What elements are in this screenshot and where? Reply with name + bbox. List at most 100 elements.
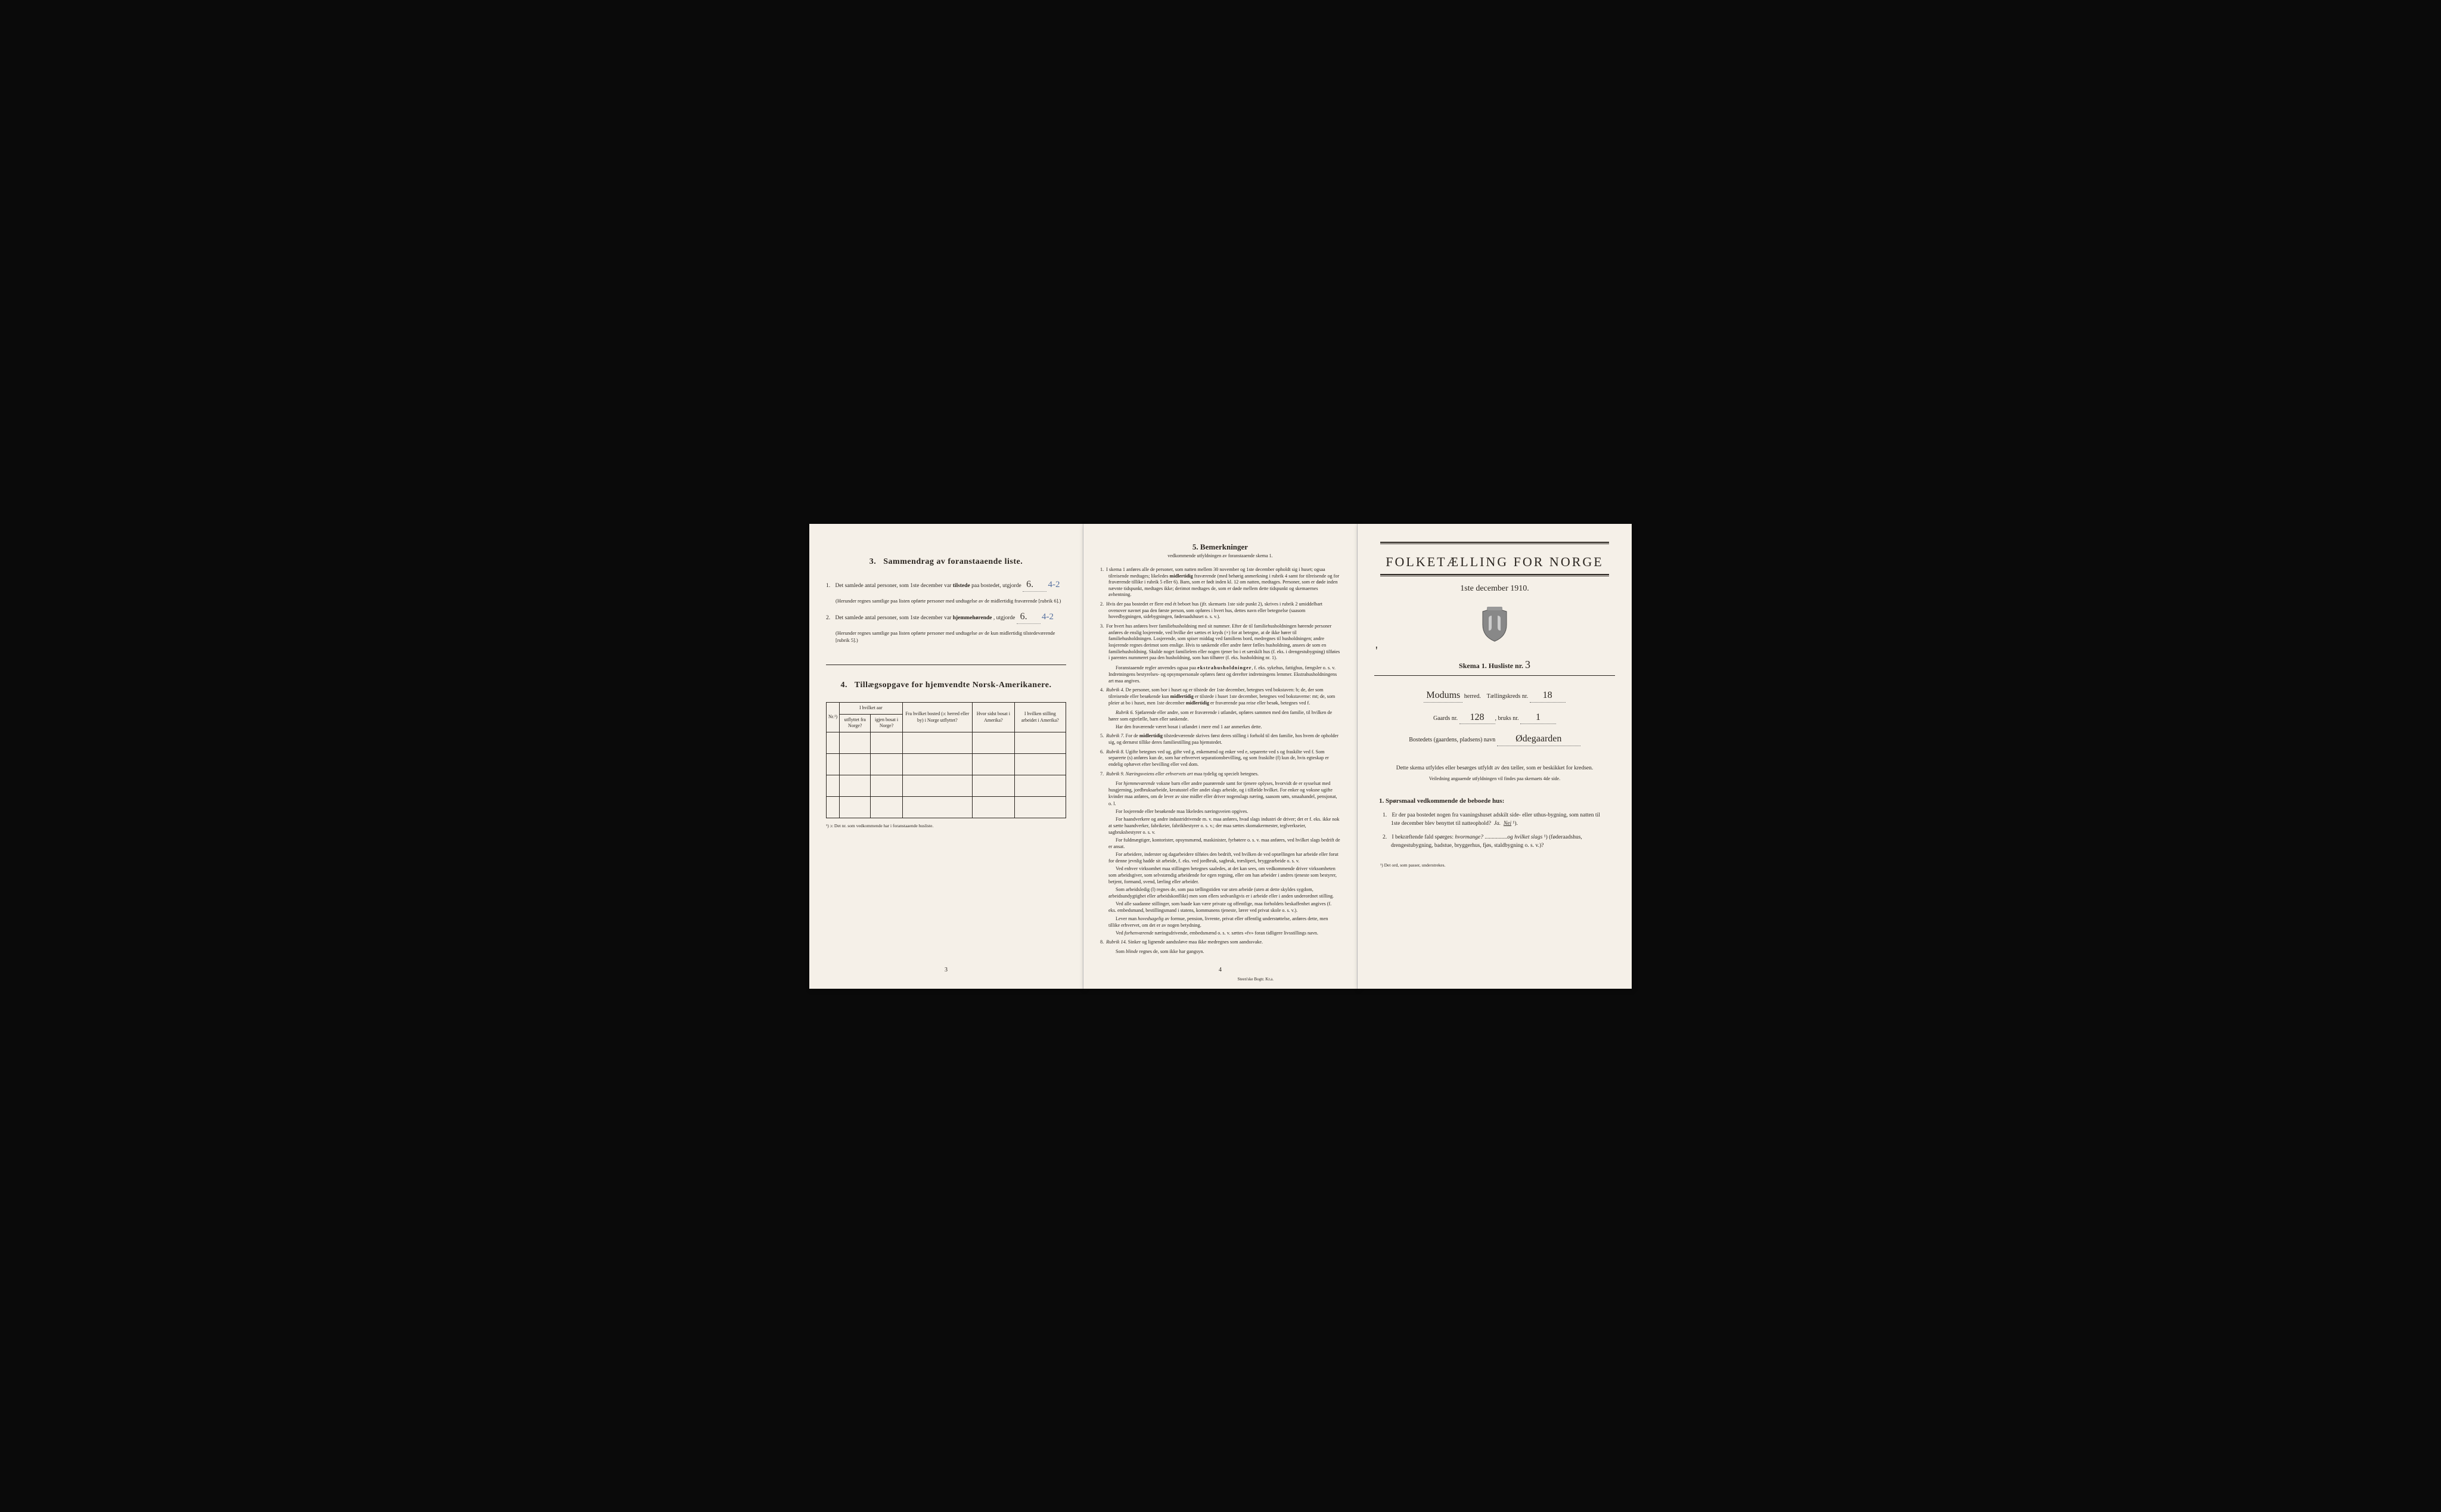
remark-item: 3.For hvert hus anføres hver familiehush… [1100,623,1340,662]
th-aar2: igjen bosat i Norge? [871,714,902,732]
table-row [827,775,1066,797]
skema-line: Skema 1. Husliste nr. 3 [1374,657,1615,676]
remark-item: Rubrik 6. Sjøfarende eller andre, som er… [1100,709,1340,722]
title-rule-bottom [1380,574,1609,576]
item1-note: (Herunder regnes samtlige paa listen opf… [826,598,1066,604]
printer-mark: Steen'ske Bogtr. Kr.a. [1237,977,1274,982]
item2-text-c: , utgjorde [993,615,1015,621]
herred-value: Modums [1424,689,1462,703]
section-4-title: 4. Tillægsopgave for hjemvendte Norsk-Am… [826,680,1066,691]
remark-item: For hjemmeværende voksne barn eller andr… [1100,780,1340,806]
title-rule-top [1380,542,1609,544]
th-aar1: utflyttet fra Norge? [840,714,871,732]
item1-num: 1. [826,583,830,589]
th-nr: Nr.¹) [827,702,840,732]
question-1: 1. Er der paa bostedet nogen fra vaaning… [1391,812,1608,828]
page-number-4: 4 [1083,966,1357,974]
remarks-num: 5. [1192,542,1198,551]
table-row [827,797,1066,818]
kreds-label: Tællingskreds nr. [1487,693,1528,700]
remark-item: For haandverkere og andre industridriven… [1100,816,1340,836]
q1-sup: ¹). [1513,821,1517,827]
item2-blue: 4-2 [1042,612,1054,622]
item2-bold: hjemmehørende [953,615,992,621]
question-2: 2. I bekræftende fald spørges: hvormange… [1391,834,1608,850]
remark-item: 6.Rubrik 8. Ugifte betegnes ved ug, gift… [1100,749,1340,768]
q2-text-a: I bekræftende fald spørges: [1392,834,1454,840]
q1-num: 1. [1383,812,1387,818]
remark-item: Som arbeidsledig (l) regnes de, som paa … [1100,886,1340,899]
right-footnote: ¹) Det ord, som passer, understrekes. [1380,862,1609,868]
bosted-value: Ødegaarden [1497,732,1580,746]
remark-item: 7.Rubrik 9. Næringsveiens eller erhverve… [1100,771,1340,778]
remark-item: For fuldmægtiger, kontorister, opsynsmæn… [1100,837,1340,850]
main-title: FOLKETÆLLING FOR NORGE [1374,553,1615,571]
instructions-sub: Veiledning angaaende utfyldningen vil fi… [1374,776,1615,783]
remark-item: Ved forhenværende næringsdrivende, embed… [1100,930,1340,936]
remark-item: For arbeidere, inderster og dagarbeidere… [1100,851,1340,864]
q1-nei: Nei [1504,821,1511,827]
kreds-value: 18 [1530,689,1566,703]
herred-line: Modums herred. Tællingskreds nr. 18 [1374,689,1615,703]
remark-item: 5.Rubrik 7. For de midlertidig tilstedev… [1100,733,1340,746]
gaards-line: Gaards nr. 128, bruks nr. 1 [1374,711,1615,725]
census-document: 3. Sammendrag av foranstaaende liste. 1.… [797,512,1644,1001]
item2-text-a: Det samlede antal personer, som 1ste dec… [836,615,952,621]
remark-item: Ved alle saadanne stillinger, som baade … [1100,901,1340,914]
remark-item: 8.Rubrik 14. Sinker og lignende aandsslø… [1100,939,1340,946]
remark-item: Har den fraværende været bosat i utlande… [1100,724,1340,730]
remark-item: For losjerende eller besøkende maa likel… [1100,808,1340,815]
section-3-title: 3. Sammendrag av foranstaaende liste. [826,557,1066,568]
page-number-3: 3 [809,966,1083,974]
question-heading: 1. Spørsmaal vedkommende de beboede hus: [1379,797,1615,806]
item1-value: 6. [1023,578,1046,592]
coat-of-arms-icon [1374,607,1615,645]
remarks-list: 1.I skema 1 anføres alle de personer, so… [1100,567,1340,955]
gaards-value: 128 [1459,711,1495,725]
remark-item: Ved enhver virksomhet maa stillingen bet… [1100,865,1340,885]
section-3-num: 3. [869,557,877,566]
th-sidst: Hvor sidst bosat i Amerika? [973,702,1015,732]
page-3: 3. Sammendrag av foranstaaende liste. 1.… [809,524,1083,989]
th-stilling: I hvilken stilling arbeidet i Amerika? [1014,702,1066,732]
item2-note: (Herunder regnes samtlige paa listen opf… [826,630,1066,644]
amerika-table: Nr.¹) I hvilket aar Fra hvilket bosted (… [826,702,1066,818]
gaards-label: Gaards nr. [1433,715,1458,722]
page-title: ' FOLKETÆLLING FOR NORGE 1ste december 1… [1358,524,1632,989]
skema-value: 3 [1525,659,1530,670]
th-bosted: Fra hvilket bosted (ɔ: herred eller by) … [902,702,973,732]
herred-label: herred. [1464,693,1481,700]
census-date: 1ste december 1910. [1374,583,1615,595]
remark-item: Foranstaaende regler anvendes ogsaa paa … [1100,665,1340,684]
bosted-label: Bostedets (gaardens, pladsens) navn [1409,737,1495,743]
section-3-title-text: Sammendrag av foranstaaende liste. [883,557,1023,566]
table-row [827,754,1066,775]
section-4-title-text: Tillægsopgave for hjemvendte Norsk-Ameri… [855,681,1052,690]
q2-num: 2. [1383,834,1387,840]
remark-item: Lever man hovedsagelig av formue, pensio… [1100,915,1340,929]
table-row [827,732,1066,754]
th-aar: I hvilket aar [840,702,903,714]
table-footnote: ¹) ɔ: Det nr. som vedkommende har i fora… [826,823,1066,829]
item1-text-c: paa bostedet, utgjorde [971,583,1021,589]
q2-text-b: hvormange? [1455,834,1483,840]
remark-item: 4.Rubrik 4. De personer, som bor i huset… [1100,687,1340,706]
section-4-num: 4. [841,681,848,690]
instructions: Dette skema utfyldes eller besørges utfy… [1380,764,1609,772]
remark-item: Som blinde regnes de, som ikke har gangs… [1100,948,1340,955]
q1-ja: Ja. [1494,821,1501,827]
skema-label: Skema 1. Husliste nr. [1459,662,1523,670]
remark-item: 1.I skema 1 anføres alle de personer, so… [1100,567,1340,598]
bruks-value: 1 [1520,711,1556,725]
remarks-subtitle: vedkommende utfyldningen av foranstaaend… [1100,553,1340,560]
item2-value: 6. [1017,610,1041,624]
remark-item: 2.Hvis der paa bostedet er flere end ét … [1100,601,1340,620]
summary-item-1: 1. Det samlede antal personer, som 1ste … [826,578,1066,592]
item1-blue: 4-2 [1048,580,1060,589]
item1-bold: tilstede [953,583,970,589]
remarks-title: 5. Bemerkninger [1100,542,1340,552]
summary-item-2: 2. Det samlede antal personer, som 1ste … [826,610,1066,624]
item2-num: 2. [826,615,830,621]
bosted-line: Bostedets (gaardens, pladsens) navn Ødeg… [1374,732,1615,746]
page-4: 5. Bemerkninger vedkommende utfyldningen… [1083,524,1358,989]
